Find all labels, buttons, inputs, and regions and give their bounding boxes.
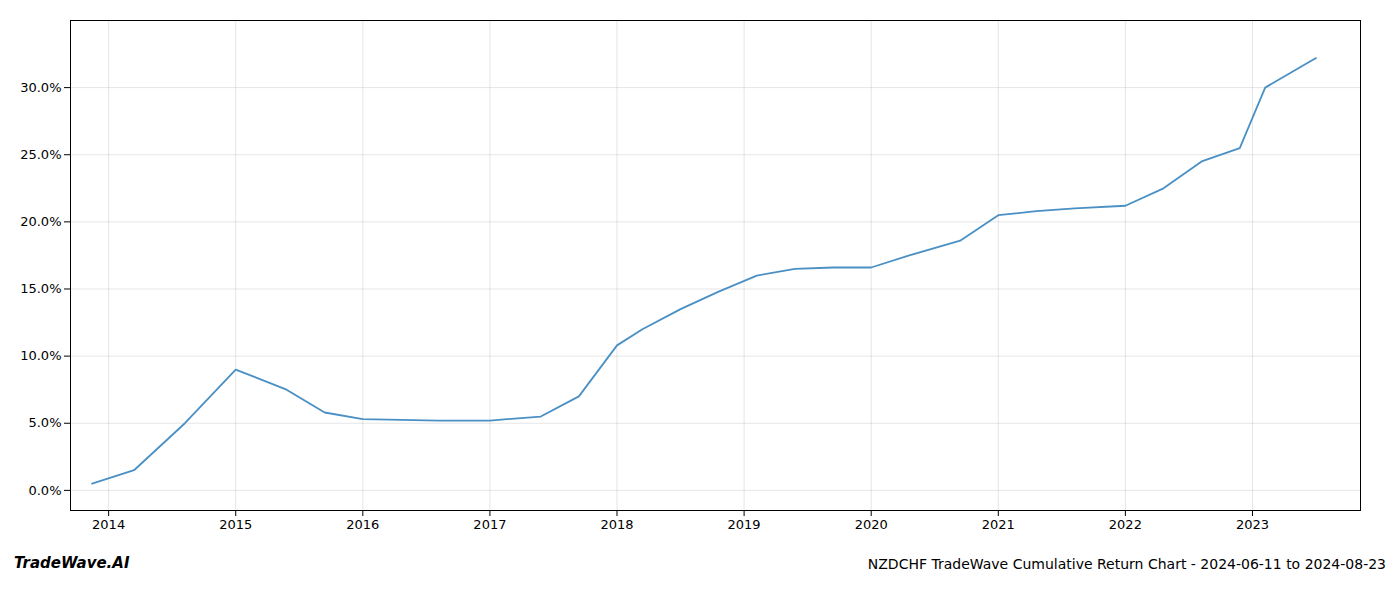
html-text:NZDCHF TradeWave Cumulative Re: NZDCHF TradeWave Cumulative Return Chart… <box>867 556 1386 572</box>
svg-text:2014: 2014 <box>92 517 125 532</box>
svg-text:2018: 2018 <box>600 517 633 532</box>
svg-text:2020: 2020 <box>855 517 888 532</box>
svg-text:2021: 2021 <box>982 517 1015 532</box>
svg-text:2023: 2023 <box>1236 517 1269 532</box>
svg-text:2019: 2019 <box>728 517 761 532</box>
svg-text:2016: 2016 <box>346 517 379 532</box>
svg-text:2015: 2015 <box>219 517 252 532</box>
svg-text:5.0%: 5.0% <box>28 415 61 430</box>
svg-text:25.0%: 25.0% <box>20 147 61 162</box>
svg-text:10.0%: 10.0% <box>20 348 61 363</box>
svg-text:30.0%: 30.0% <box>20 80 61 95</box>
svg-text:15.0%: 15.0% <box>20 281 61 296</box>
svg-text:2017: 2017 <box>473 517 506 532</box>
svg-text:20.0%: 20.0% <box>20 214 61 229</box>
html-text:TradeWave.AI: TradeWave.AI <box>14 554 130 572</box>
svg-text:0.0%: 0.0% <box>28 483 61 498</box>
svg-text:2022: 2022 <box>1109 517 1142 532</box>
